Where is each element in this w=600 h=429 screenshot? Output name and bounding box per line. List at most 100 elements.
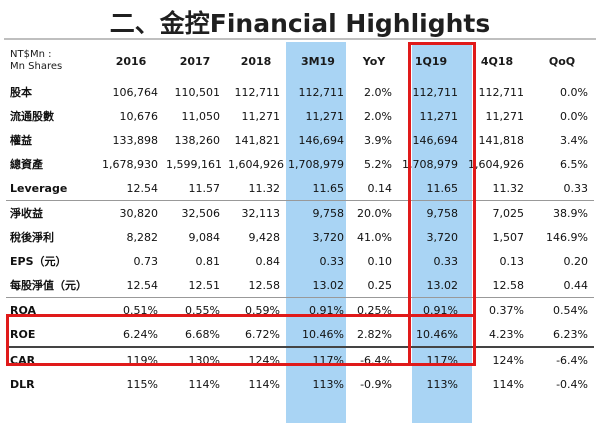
cell-2018: 1,604,926 — [228, 157, 284, 171]
cell-3m19: 13.02 — [312, 278, 345, 292]
cell-2016: 0.73 — [133, 254, 159, 268]
cell-2018: 32,113 — [226, 200, 286, 225]
cell-qoq: 6.23% — [553, 327, 588, 341]
cell-3m19: 3,720 — [312, 230, 345, 244]
table-row: EPS（元） 0.73 0.81 0.84 0.33 0.10 0.33 0.13 0.20 — [6, 249, 594, 273]
row-label: 淨收益 — [6, 200, 98, 225]
cell-3m19: 113% — [312, 377, 344, 391]
cell-2017: 0.81 — [195, 254, 221, 268]
cell-yoy: 5.2% — [364, 157, 392, 171]
column-header: 2018 — [240, 54, 272, 68]
cell-2018: 0.84 — [255, 254, 281, 268]
column-header: 2016 — [115, 54, 147, 68]
table-row: 權益 133,898 138,260 141,821 146,694 3.9% 146,69… — [6, 128, 594, 152]
cell-1q19: 0.33 — [433, 254, 459, 268]
cell-1q19: 11.65 — [426, 181, 459, 195]
cell-qoq: 0.44 — [563, 278, 589, 292]
red-box-roa-roe-rows — [6, 314, 476, 366]
cell-qoq: -0.4% — [556, 377, 588, 391]
cell-2016: 8,282 — [126, 230, 159, 244]
row-label: ROA — [6, 297, 98, 322]
cell-3m19: 0.33 — [319, 254, 345, 268]
cell-3m19: 11,271 — [305, 109, 345, 123]
cell-2017: 1,599,161 — [166, 157, 222, 171]
cell-4q18: 112,711 — [478, 85, 525, 99]
cell-4q18: 11.32 — [492, 181, 525, 195]
cell-2016: 1,678,930 — [102, 157, 158, 171]
cell-2016: 6.24% — [123, 327, 158, 341]
column-header: 2017 — [179, 54, 211, 68]
title-divider — [4, 38, 596, 40]
cell-3m19: 11.65 — [312, 181, 345, 195]
cell-2016: 12.54 — [126, 181, 159, 195]
cell-4q18: 4.23% — [489, 327, 524, 341]
row-label: ROE — [10, 327, 36, 341]
row-label: 稅後淨利 — [10, 231, 54, 244]
cell-4q18: 0.13 — [499, 254, 525, 268]
cell-2018: 0.59% — [226, 297, 286, 322]
table-row: 每股淨值（元） 12.54 12.51 12.58 13.02 0.25 13.02 12.5… — [6, 273, 594, 298]
cell-2018: 112,711 — [234, 85, 281, 99]
cell-2016: 10,676 — [119, 109, 159, 123]
cell-2017: 32,506 — [164, 200, 226, 225]
cell-2017: 114% — [188, 377, 220, 391]
cell-4q18: 1,604,926 — [468, 157, 524, 171]
cell-4q18: 1,507 — [492, 230, 525, 244]
column-header: 4Q18 — [480, 54, 514, 68]
cell-2016: 119% — [98, 346, 164, 372]
cell-2018: 11.32 — [248, 181, 281, 195]
table-row: 淨收益 30,820 32,506 32,113 9,758 20.0% 9,758 7,02… — [6, 200, 594, 225]
table-row: 稅後淨利 8,282 9,084 9,428 3,720 41.0% 3,720 1,507 1… — [6, 225, 594, 249]
cell-1q19: 10.46% — [416, 327, 458, 341]
column-header: YoY — [362, 54, 386, 68]
cell-3m19: 112,711 — [298, 85, 345, 99]
cell-2016: 115% — [126, 377, 158, 391]
cell-3m19: 10.46% — [302, 327, 344, 341]
table-row: DLR 115% 114% 114% 113% -0.9% 113% 114% -0.4% — [6, 372, 594, 396]
cell-2016: 133,898 — [112, 133, 159, 147]
cell-4q18: 141,818 — [478, 133, 525, 147]
cell-qoq: 6.5% — [560, 157, 588, 171]
cell-1q19: 146,694 — [412, 133, 459, 147]
cell-1q19: 11,271 — [419, 109, 459, 123]
cell-1q19: 13.02 — [426, 278, 459, 292]
row-label: 權益 — [10, 134, 32, 147]
cell-yoy: 0.10 — [367, 254, 393, 268]
cell-yoy: -0.9% — [360, 377, 392, 391]
table-row: ROE 6.24% 6.68% 6.72% 10.46% 2.82% 10.46% 4.23%… — [6, 322, 594, 347]
cell-1q19: 3,720 — [426, 230, 459, 244]
cell-qoq: -6.4% — [530, 346, 594, 372]
column-header: QoQ — [548, 54, 576, 68]
cell-2016: 30,820 — [98, 200, 164, 225]
cell-3m19: 0.91% — [286, 297, 350, 322]
cell-4q18: 12.58 — [492, 278, 525, 292]
cell-qoq: 0.33 — [563, 181, 589, 195]
row-label: EPS（元） — [10, 255, 67, 268]
row-label: 股本 — [10, 86, 32, 99]
cell-2018: 114% — [248, 377, 280, 391]
table-row: 總資產 1,678,930 1,599,161 1,604,926 1,708,979 5… — [6, 152, 594, 176]
table-row: Leverage 12.54 11.57 11.32 11.65 0.14 11.65 11.… — [6, 176, 594, 201]
column-header: 1Q19 — [414, 54, 448, 68]
cell-2017: 12.51 — [188, 278, 221, 292]
cell-1q19: 1,708,979 — [402, 157, 458, 171]
cell-1q19: 112,711 — [412, 85, 459, 99]
cell-yoy: 2.0% — [364, 109, 392, 123]
cell-yoy: 2.82% — [357, 327, 392, 341]
row-label: 總資產 — [10, 158, 43, 171]
cell-yoy: 20.0% — [350, 200, 398, 225]
cell-2016: 0.51% — [98, 297, 164, 322]
row-label: 每股淨值（元） — [10, 279, 87, 292]
cell-yoy: 2.0% — [364, 85, 392, 99]
cell-qoq: 146.9% — [546, 230, 588, 244]
cell-yoy: 0.14 — [367, 181, 393, 195]
cell-2017: 11.57 — [188, 181, 221, 195]
cell-3m19: 1,708,979 — [288, 157, 344, 171]
cell-2017: 6.68% — [185, 327, 220, 341]
cell-yoy: 41.0% — [357, 230, 392, 244]
cell-qoq: 0.20 — [563, 254, 589, 268]
cell-qoq: 38.9% — [530, 200, 594, 225]
cell-4q18: 114% — [492, 377, 524, 391]
cell-yoy: 3.9% — [364, 133, 392, 147]
row-label: Leverage — [10, 181, 68, 195]
